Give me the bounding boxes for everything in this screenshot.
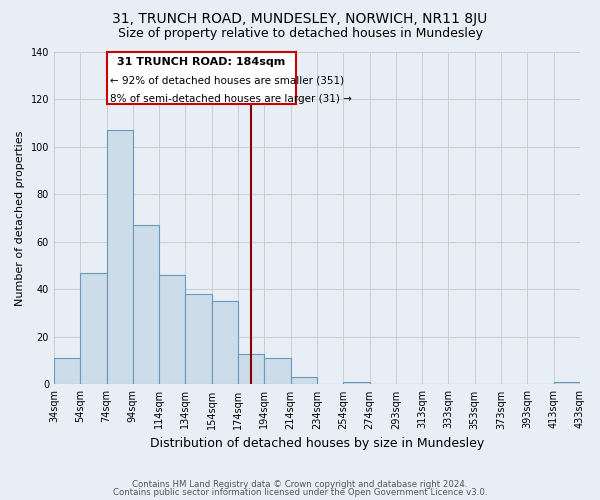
Text: Contains HM Land Registry data © Crown copyright and database right 2024.: Contains HM Land Registry data © Crown c… xyxy=(132,480,468,489)
Bar xyxy=(80,272,107,384)
Y-axis label: Number of detached properties: Number of detached properties xyxy=(15,130,25,306)
Text: Contains public sector information licensed under the Open Government Licence v3: Contains public sector information licen… xyxy=(113,488,487,497)
Text: ← 92% of detached houses are smaller (351): ← 92% of detached houses are smaller (35… xyxy=(110,76,344,86)
Bar xyxy=(212,301,238,384)
Text: 8% of semi-detached houses are larger (31) →: 8% of semi-detached houses are larger (3… xyxy=(110,94,352,104)
Bar xyxy=(554,382,580,384)
Bar xyxy=(185,294,212,384)
Text: 31 TRUNCH ROAD: 184sqm: 31 TRUNCH ROAD: 184sqm xyxy=(117,58,286,68)
Bar xyxy=(238,354,265,384)
Bar xyxy=(265,358,290,384)
Bar xyxy=(343,382,370,384)
Text: Size of property relative to detached houses in Mundesley: Size of property relative to detached ho… xyxy=(118,28,482,40)
Bar xyxy=(107,130,133,384)
Bar xyxy=(290,378,317,384)
Bar xyxy=(159,275,185,384)
X-axis label: Distribution of detached houses by size in Mundesley: Distribution of detached houses by size … xyxy=(150,437,484,450)
FancyBboxPatch shape xyxy=(107,52,296,104)
Bar xyxy=(133,225,159,384)
Text: 31, TRUNCH ROAD, MUNDESLEY, NORWICH, NR11 8JU: 31, TRUNCH ROAD, MUNDESLEY, NORWICH, NR1… xyxy=(112,12,488,26)
Bar xyxy=(54,358,80,384)
